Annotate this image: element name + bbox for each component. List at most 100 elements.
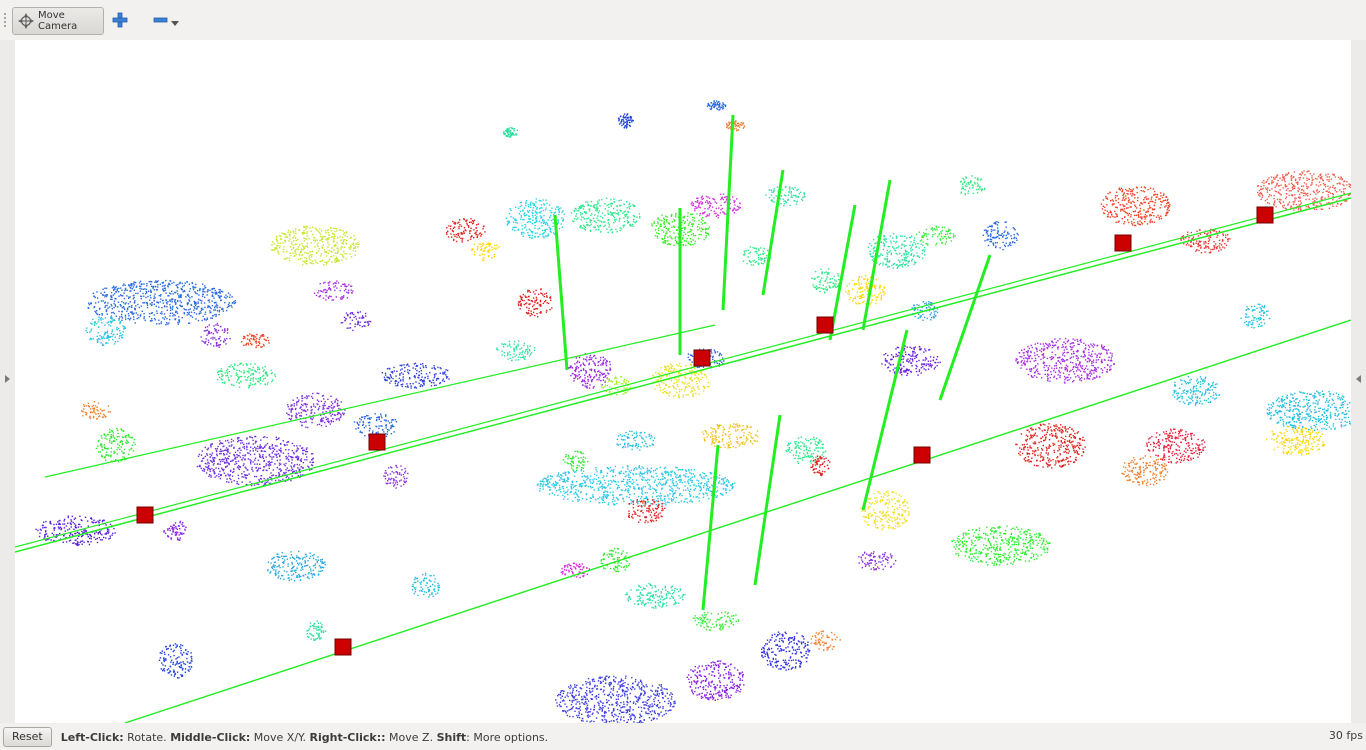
help-right-click-text: Move Z. bbox=[385, 730, 437, 744]
point-cloud-cluster bbox=[570, 197, 641, 234]
point-cloud-cluster bbox=[760, 631, 811, 671]
trajectory-line bbox=[15, 197, 1351, 553]
expand-right-icon bbox=[5, 375, 10, 383]
point-cloud-cluster bbox=[617, 113, 634, 129]
point-cloud-cluster bbox=[1100, 186, 1171, 227]
point-cloud-cluster bbox=[960, 175, 986, 196]
help-right-click-key: Right-Click:: bbox=[309, 730, 386, 744]
minus-icon[interactable] bbox=[152, 11, 170, 29]
caret-down-icon[interactable] bbox=[170, 11, 180, 29]
move-camera-icon bbox=[18, 13, 34, 29]
loop-closure-line bbox=[938, 254, 992, 401]
point-cloud-cluster bbox=[701, 423, 759, 449]
loop-closure-line bbox=[861, 329, 909, 511]
pose-marker bbox=[913, 446, 931, 464]
point-cloud-cluster bbox=[785, 436, 827, 464]
help-left-click-text: Rotate. bbox=[123, 730, 171, 744]
point-cloud-scene bbox=[15, 100, 1351, 723]
3d-viewport[interactable] bbox=[15, 40, 1351, 723]
point-cloud-cluster bbox=[85, 316, 126, 347]
point-cloud-cluster bbox=[858, 551, 897, 571]
pose-marker bbox=[368, 433, 386, 451]
mouse-help-text: Left-Click: Rotate. Middle-Click: Move X… bbox=[61, 731, 548, 744]
point-cloud-cluster bbox=[725, 120, 746, 132]
trajectory-lines bbox=[15, 192, 1351, 723]
point-cloud-cluster bbox=[982, 221, 1019, 251]
trajectory-line bbox=[15, 192, 1351, 548]
point-cloud-cluster bbox=[496, 340, 536, 362]
loop-closure-line bbox=[761, 169, 785, 296]
loop-closure-line bbox=[721, 114, 735, 311]
point-cloud-cluster bbox=[1257, 170, 1351, 211]
pose-marker bbox=[693, 349, 711, 367]
point-cloud-cluster bbox=[381, 362, 450, 389]
trajectory-line bbox=[124, 319, 1351, 723]
point-cloud-cluster bbox=[692, 611, 740, 631]
point-cloud-cluster bbox=[271, 225, 360, 266]
point-cloud-cluster bbox=[810, 455, 831, 477]
loop-closure-lines bbox=[553, 114, 992, 611]
pose-marker bbox=[334, 638, 352, 656]
help-shift-key: Shift bbox=[436, 730, 467, 744]
loop-closure-line bbox=[701, 444, 720, 611]
point-cloud-cluster bbox=[915, 225, 956, 246]
point-cloud-cluster bbox=[503, 127, 518, 138]
trajectory-line bbox=[44, 324, 716, 478]
expand-left-icon bbox=[1356, 375, 1361, 383]
pose-marker bbox=[816, 316, 834, 334]
reset-button[interactable]: Reset bbox=[3, 727, 52, 747]
loop-closure-line bbox=[553, 214, 569, 371]
point-cloud-cluster bbox=[1015, 337, 1115, 384]
point-cloud-cluster bbox=[860, 490, 910, 531]
point-cloud-cluster bbox=[286, 392, 346, 429]
pose-markers bbox=[136, 206, 1274, 656]
point-cloud-cluster bbox=[1265, 425, 1326, 456]
point-cloud-cluster bbox=[562, 450, 589, 471]
point-cloud-cluster bbox=[706, 100, 727, 111]
point-cloud-cluster bbox=[1015, 423, 1086, 469]
point-cloud-cluster bbox=[383, 464, 409, 489]
pose-marker bbox=[136, 506, 154, 524]
move-camera-button[interactable]: Move Camera bbox=[12, 7, 104, 35]
point-cloud-cluster bbox=[95, 427, 136, 463]
point-cloud-cluster bbox=[158, 643, 193, 679]
point-cloud-cluster bbox=[867, 233, 926, 269]
point-cloud-cluster bbox=[627, 499, 666, 524]
loop-closure-line bbox=[753, 414, 782, 586]
point-cloud-cluster bbox=[505, 198, 565, 239]
help-left-click-key: Left-Click: bbox=[60, 730, 124, 744]
point-cloud-cluster bbox=[241, 333, 270, 349]
point-cloud-cluster bbox=[560, 562, 590, 579]
point-cloud-cluster bbox=[881, 345, 941, 376]
pose-marker bbox=[1256, 206, 1274, 224]
point-cloud-cluster bbox=[313, 280, 354, 301]
point-cloud-cluster bbox=[267, 550, 326, 582]
status-bar: Reset Left-Click: Rotate. Middle-Click: … bbox=[0, 724, 1366, 750]
point-cloud-cluster bbox=[536, 465, 736, 507]
point-cloud-clusters bbox=[35, 100, 1351, 723]
point-cloud-cluster bbox=[411, 572, 441, 598]
point-cloud-cluster bbox=[87, 279, 237, 326]
point-cloud-cluster bbox=[200, 322, 231, 348]
right-panel-toggle[interactable] bbox=[1351, 40, 1366, 723]
point-cloud-cluster bbox=[1266, 390, 1351, 432]
toolbar-grip[interactable] bbox=[3, 12, 7, 28]
plus-icon[interactable] bbox=[111, 11, 129, 29]
pose-marker bbox=[1114, 234, 1132, 252]
point-cloud-cluster bbox=[340, 311, 372, 332]
point-cloud-cluster bbox=[765, 185, 806, 207]
left-panel-toggle[interactable] bbox=[0, 40, 15, 723]
point-cloud-cluster bbox=[196, 435, 314, 487]
point-cloud-cluster bbox=[1172, 376, 1220, 406]
point-cloud-cluster bbox=[1146, 428, 1206, 464]
point-cloud-cluster bbox=[651, 212, 711, 247]
point-cloud-cluster bbox=[216, 362, 277, 389]
loop-closure-line bbox=[828, 204, 857, 341]
point-cloud-cluster bbox=[163, 520, 187, 541]
move-camera-label: Move Camera bbox=[38, 10, 78, 32]
point-cloud-cluster bbox=[1121, 455, 1169, 487]
point-cloud-cluster bbox=[471, 242, 500, 261]
point-cloud-cluster bbox=[845, 275, 886, 305]
point-cloud-cluster bbox=[690, 193, 741, 219]
fps-counter: 30 fps bbox=[1328, 729, 1363, 742]
